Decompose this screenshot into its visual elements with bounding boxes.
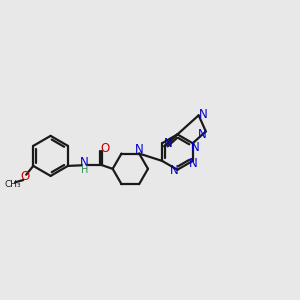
Text: O: O	[20, 170, 30, 183]
Text: N: N	[164, 137, 173, 150]
Text: CH₃: CH₃	[5, 180, 22, 189]
Text: N: N	[135, 143, 143, 156]
Text: N: N	[80, 156, 89, 170]
Text: N: N	[198, 108, 207, 121]
Text: H: H	[81, 165, 88, 175]
Text: N: N	[191, 141, 200, 154]
Text: N: N	[198, 128, 207, 141]
Text: N: N	[170, 164, 179, 177]
Text: O: O	[100, 142, 109, 155]
Text: N: N	[189, 157, 198, 170]
